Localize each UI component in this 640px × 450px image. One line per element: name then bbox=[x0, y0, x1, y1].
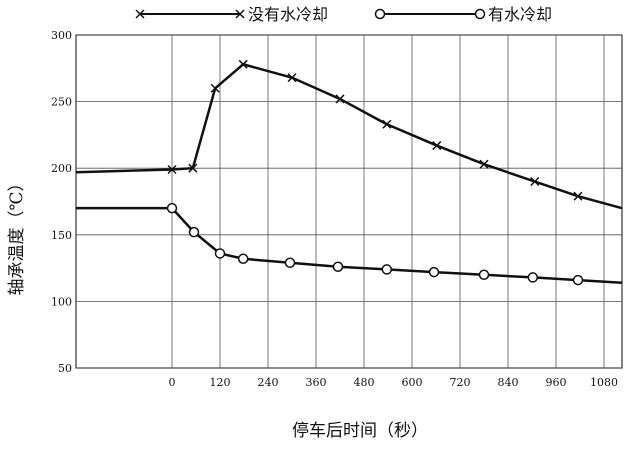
plot-frame bbox=[75, 34, 623, 369]
marker bbox=[530, 176, 540, 187]
marker bbox=[188, 226, 200, 238]
x-tick-label: 240 bbox=[258, 376, 279, 389]
marker bbox=[284, 257, 296, 269]
marker bbox=[335, 94, 345, 104]
marker bbox=[573, 191, 583, 201]
marker bbox=[210, 83, 220, 93]
marker bbox=[287, 73, 297, 83]
legend-label: 有水冷却 bbox=[488, 5, 552, 24]
y-tick-label: 50 bbox=[58, 362, 72, 375]
y-tick-label: 250 bbox=[51, 96, 72, 109]
marker bbox=[382, 119, 392, 129]
legend-marker bbox=[235, 9, 245, 19]
marker bbox=[479, 159, 489, 169]
y-tick-label: 300 bbox=[51, 29, 72, 42]
marker bbox=[238, 59, 248, 69]
legend-marker bbox=[474, 8, 486, 20]
x-axis-label: 停车后时间（秒） bbox=[292, 421, 428, 441]
line bbox=[75, 62, 623, 210]
legend-label: 没有水冷却 bbox=[248, 5, 328, 24]
legend-marker bbox=[135, 9, 145, 19]
marker bbox=[478, 269, 490, 281]
marker bbox=[237, 253, 249, 265]
marker bbox=[166, 202, 178, 214]
x-tick-label: 840 bbox=[498, 376, 519, 389]
x-tick-label: 360 bbox=[306, 376, 327, 389]
marker bbox=[432, 141, 442, 151]
y-tick-label: 200 bbox=[51, 162, 72, 175]
x-tick-label: 1080 bbox=[590, 376, 618, 389]
x-tick-label: 120 bbox=[210, 376, 231, 389]
marker bbox=[332, 261, 344, 273]
marker bbox=[214, 248, 226, 259]
marker bbox=[167, 165, 177, 175]
marker bbox=[188, 163, 198, 173]
marker bbox=[428, 266, 440, 278]
x-tick-label: 480 bbox=[354, 376, 375, 389]
x-tick-label: 960 bbox=[546, 376, 567, 389]
marker bbox=[381, 264, 393, 275]
x-tick-label: 720 bbox=[450, 376, 471, 389]
line bbox=[76, 206, 623, 284]
y-axis-label: 轴承温度（℃） bbox=[7, 174, 27, 295]
y-tick-label: 150 bbox=[51, 229, 72, 242]
x-tick-label: 0 bbox=[169, 376, 176, 389]
legend-marker bbox=[374, 8, 386, 20]
x-tick-label: 600 bbox=[402, 376, 423, 389]
y-tick-label: 100 bbox=[51, 295, 72, 308]
marker bbox=[527, 272, 539, 283]
marker bbox=[572, 274, 584, 286]
